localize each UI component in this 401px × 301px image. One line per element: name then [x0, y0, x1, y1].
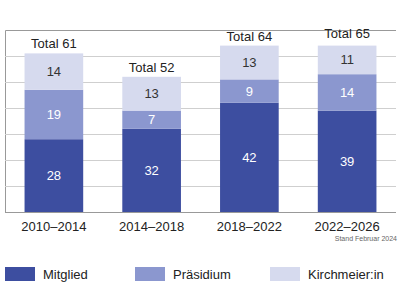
x-tick: 2018–2022	[217, 212, 282, 234]
bar-segment	[122, 129, 181, 212]
legend-item: Kirchmeier:in	[270, 267, 384, 282]
x-tick: 2014–2018	[119, 212, 184, 234]
x-tick: 2022–2026	[315, 212, 380, 234]
total-label: Total 52	[129, 60, 175, 75]
bar-segment	[318, 111, 377, 212]
bar-segment	[318, 74, 377, 110]
legend-swatch	[135, 267, 165, 281]
x-tick-label: 2014–2018	[119, 219, 184, 234]
x-tick-label: 2022–2026	[315, 219, 380, 234]
data-labels: 28 32 42 39 19 7 9 14 14 13 13 11	[47, 52, 355, 183]
plot: 2010–2014 2014–2018 2018–2022 2022–2026 28 32…	[5, 26, 396, 234]
data-label: 32	[144, 163, 158, 178]
bar-segment	[122, 77, 181, 111]
bars	[25, 46, 377, 212]
data-label: 28	[47, 168, 61, 183]
x-axis: 2010–2014 2014–2018 2018–2022 2022–2026	[21, 212, 379, 234]
bar-segment	[25, 53, 84, 89]
total-label: Total 65	[324, 26, 370, 41]
annotation: Stand Februar 2024	[335, 235, 397, 242]
y-tick	[5, 212, 396, 213]
legend-swatch	[5, 267, 35, 281]
chart: 2010–2014 2014–2018 2018–2022 2022–2026 28 32…	[0, 0, 401, 301]
data-label: 13	[144, 86, 158, 101]
legend-swatch	[270, 267, 300, 281]
bar-segment	[25, 90, 84, 139]
legend-label: Kirchmeier:in	[308, 267, 384, 282]
bar-segment	[318, 46, 377, 75]
bar-segment	[220, 79, 279, 102]
totals: Total 61 Total 52 Total 64 Total 65	[31, 26, 370, 75]
data-label: 14	[340, 85, 354, 100]
y-axis	[5, 31, 396, 213]
data-label: 39	[340, 154, 354, 169]
grid-line	[5, 212, 396, 213]
legend: Mitglied Präsidium Kirchmeier:in	[5, 267, 384, 282]
bar-segment	[220, 46, 279, 80]
legend-item: Präsidium	[135, 267, 231, 282]
total-label: Total 61	[31, 36, 77, 51]
data-label: 11	[340, 52, 354, 67]
data-label: 13	[242, 55, 256, 70]
legend-item: Mitglied	[5, 267, 88, 282]
legend-label: Präsidium	[173, 267, 231, 282]
data-label: 14	[47, 64, 61, 79]
x-tick: 2010–2014	[21, 212, 86, 234]
total-label: Total 64	[227, 29, 273, 44]
x-tick-label: 2018–2022	[217, 219, 282, 234]
x-tick-label: 2010–2014	[21, 219, 86, 234]
data-label: 7	[148, 112, 155, 127]
data-label: 19	[47, 107, 61, 122]
bar-segment	[220, 103, 279, 212]
bar-segment	[122, 111, 181, 129]
data-label: 42	[242, 150, 256, 165]
bar-segment	[25, 139, 84, 212]
legend-label: Mitglied	[43, 267, 88, 282]
y-axis-line	[6, 31, 397, 213]
data-label: 9	[246, 84, 253, 99]
